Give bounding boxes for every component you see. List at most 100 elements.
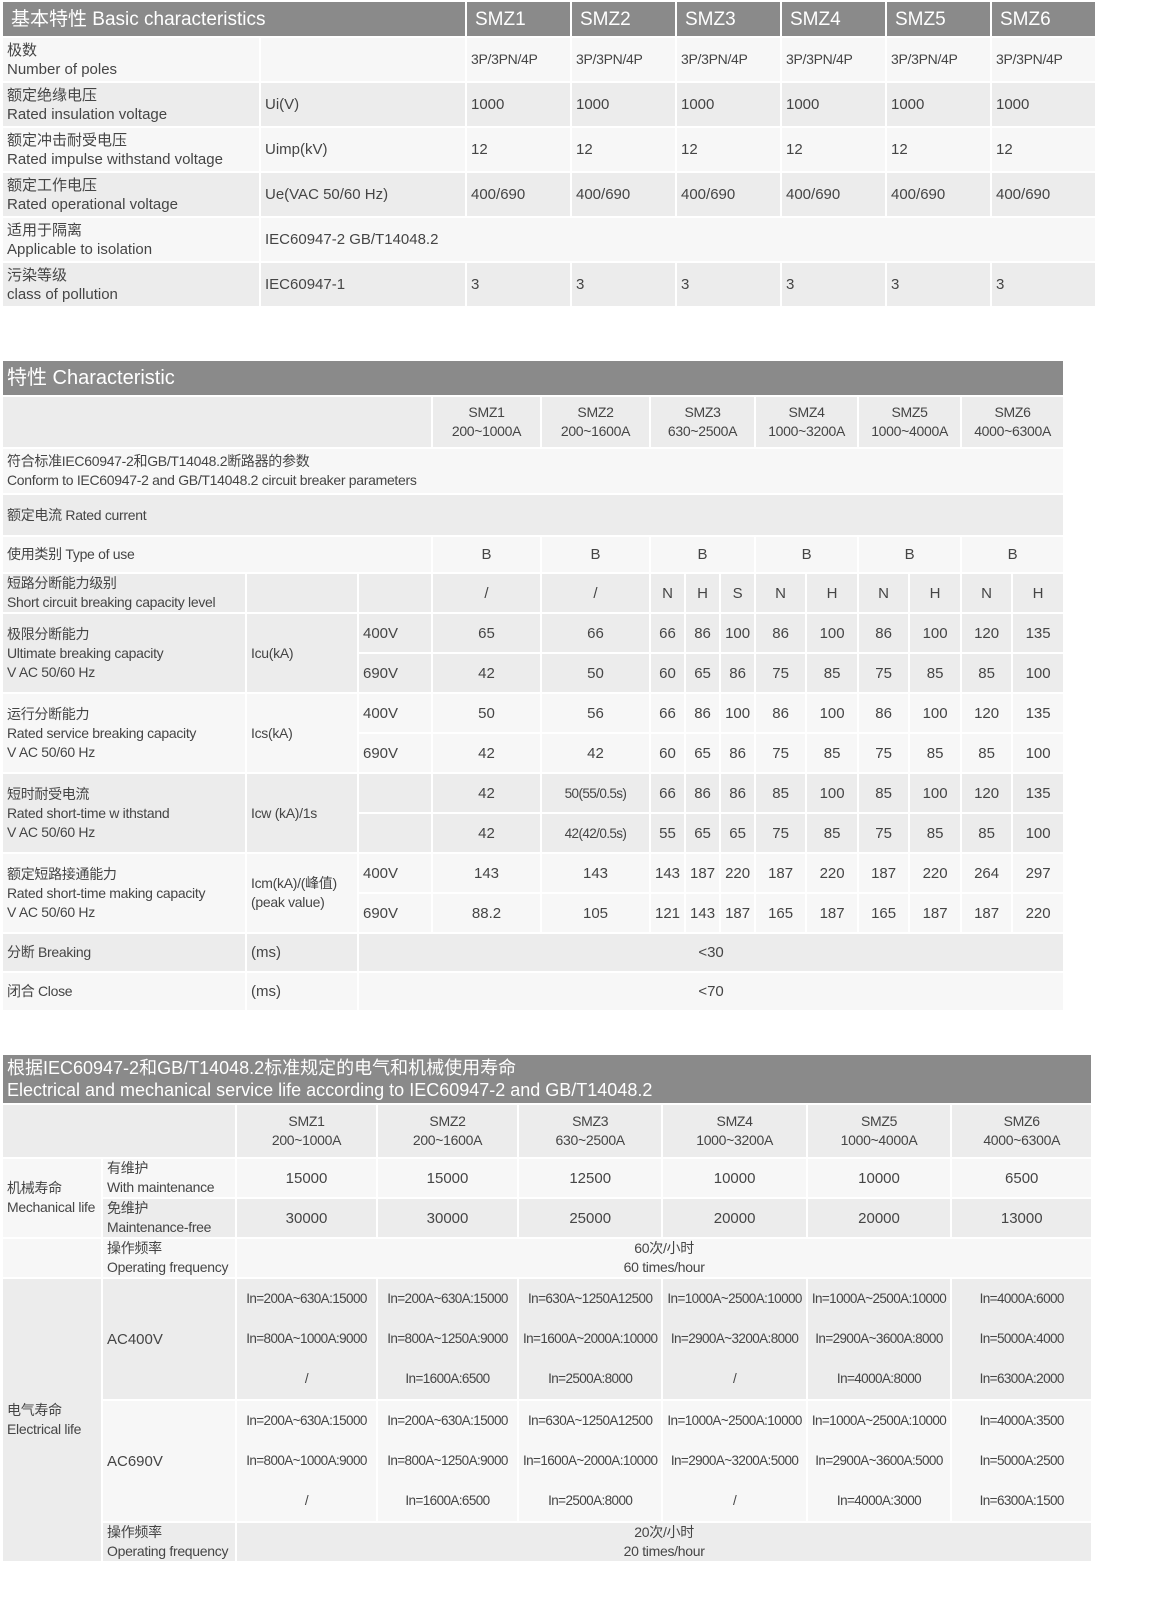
value-cell: 120 [962, 774, 1012, 812]
value-cell: 100 [910, 614, 961, 652]
cell-text: 60 times/hour [623, 1259, 705, 1275]
cell-text: 42 [587, 744, 604, 762]
electrical-life-label: 电气寿命 Electrical life [3, 1279, 101, 1561]
cell-text: In=5000A:2500 [979, 1453, 1065, 1468]
value-cell: 3P/3PN/4P [782, 38, 885, 81]
row-label: 额定冲击耐受电压 Rated impulse withstand voltage [3, 128, 259, 171]
cell-text: 690V [363, 744, 399, 762]
cell-text: 4000~6300A [974, 423, 1051, 439]
cell-text: 100 [819, 704, 845, 722]
value-cell: 85 [807, 814, 858, 852]
cell-text: 86 [729, 784, 746, 802]
cell-text: 闭合 Close [7, 983, 73, 999]
cell-text: 75 [875, 664, 892, 682]
cell-text: 1000 [576, 96, 610, 113]
cell-text: H [826, 584, 838, 602]
row-label: 短路分断能力级别 Short circuit breaking capacity … [3, 574, 245, 612]
cell-text: 187 [725, 904, 751, 922]
cell-text: 20次/小时 [634, 1524, 694, 1540]
cell-text: 短时耐受电流 [7, 785, 90, 802]
value-cell: 1000 [572, 83, 675, 126]
voltage-cell: 400V [359, 614, 431, 652]
conform-label: 符合标准IEC60947-2和GB/T14048.2断路器的参数 Conform … [3, 449, 1064, 493]
value-cell: 42 [433, 814, 540, 852]
value-cell: B [756, 537, 858, 572]
cell-text: 特性 Characteristic [7, 366, 175, 389]
value-cell: 86 [859, 694, 909, 732]
value-cell: 100 [1013, 654, 1064, 692]
value-cell: 75 [859, 654, 909, 692]
value-cell: 3P/3PN/4P [992, 38, 1095, 81]
cell-text: 220 [819, 864, 845, 882]
cell-text: 135 [1025, 704, 1051, 722]
cell-text: 额定绝缘电压 [7, 86, 98, 104]
table-row: 690V 42 42 60 65 86 75 85 75 85 85 100 [3, 734, 1064, 772]
cell-text: In=200A~630A:15000 [387, 1291, 508, 1306]
value-cell: 220 [1013, 894, 1064, 932]
row-label: 操作频率 Operating frequency [103, 1239, 235, 1277]
model-header: SMZ3 [677, 2, 780, 36]
cell-text: In=800A~1250A:9000 [387, 1453, 508, 1468]
table-row: AC690V In=200A~630A:15000 In=800A~1000A:90… [3, 1401, 1092, 1521]
table-row: 适用于隔离 Applicable to isolation IEC60947-2 G… [3, 218, 1095, 261]
cell-text: In=6300A:1500 [979, 1493, 1065, 1508]
cell-text: Icw (kA)/1s [251, 804, 317, 821]
cell-text: In=800A~1000A:9000 [246, 1331, 367, 1346]
cell-text: Electrical and mechanical service life a… [7, 1080, 653, 1100]
cell-text: In=2900A~3600A:5000 [815, 1453, 943, 1468]
cell-text: 4000~6300A [983, 1132, 1061, 1148]
cell-text: Rated short-time making capacity [7, 884, 206, 901]
cell-text: 操作频率 [107, 1524, 162, 1540]
cell-text: In=200A~630A:15000 [246, 1291, 367, 1306]
cell-text: 100 [819, 624, 845, 642]
value-cell: 3P/3PN/4P [887, 38, 990, 81]
cell-text: 100 [922, 704, 948, 722]
cell-text: 42 [478, 664, 495, 682]
cell-text: 基本特性 Basic characteristics [11, 8, 266, 30]
cell-text: 1000~3200A [696, 1132, 774, 1148]
value-cell: 50 [542, 654, 649, 692]
cell-text: 143 [473, 864, 500, 882]
voltage-cell: 690V [359, 654, 431, 692]
value-cell: H [1013, 574, 1064, 612]
value-cell: 85 [910, 654, 961, 692]
value-cell: 85 [910, 734, 961, 772]
cell-text: 86 [875, 624, 892, 642]
cell-text: V AC 50/60 Hz [7, 903, 95, 920]
value-cell: 42 [433, 734, 540, 772]
table-row: 极数 Number of poles 3P/3PN/4P 3P/3PN/4P 3P/3P… [3, 38, 1095, 81]
value-cell: <30 [359, 934, 1064, 971]
cell-text: 75 [772, 744, 789, 762]
value-cell: 135 [1013, 694, 1064, 732]
value-cell: In=630A~1250A12500 In=1600A~2000A:10000 In… [519, 1279, 662, 1399]
table-cell [359, 574, 431, 612]
cell-text: N [775, 584, 787, 602]
cell-text: 85 [823, 744, 841, 762]
value-cell: 86 [756, 614, 806, 652]
value-cell: In=200A~630A:15000 In=800A~1250A:9000 In=1… [378, 1401, 517, 1521]
cell-text: / [484, 584, 489, 602]
cell-text: 电气寿命 [7, 1402, 62, 1418]
cell-text: (ms) [251, 944, 281, 961]
model-header: SMZ1 200~1000A [237, 1105, 376, 1157]
cell-text: 1000 [471, 96, 505, 113]
row-label: 操作频率 Operating frequency [103, 1523, 235, 1561]
cell-text: IEC60947-1 [265, 276, 346, 293]
cell-text: 165 [768, 904, 794, 922]
cell-text: 200~1600A [560, 423, 631, 439]
cell-text: Operating frequency [107, 1259, 229, 1275]
rated-current-label: 额定电流 Rated current [3, 495, 1064, 535]
cell-text: In=1600A~2000A:10000 [523, 1331, 658, 1346]
value-cell: N [962, 574, 1012, 612]
value-cell: 120 [962, 614, 1012, 652]
cell-text: 690V [363, 664, 399, 682]
table-row: 免维护 Maintenance-free 30000 30000 25000 20000 2… [3, 1199, 1092, 1237]
table-row: 额定短路接通能力 Rated short-time making capacity… [3, 854, 1064, 932]
cell-text: B [801, 546, 812, 563]
row-label: AC690V [103, 1401, 235, 1521]
cell-text: Rated service breaking capacity [7, 724, 197, 741]
cell-text: Maintenance-free [107, 1219, 212, 1235]
row-unit: (ms) [247, 973, 357, 1010]
header-row: 特性 Characteristic [3, 361, 1064, 395]
value-cell: 55 [651, 814, 685, 852]
